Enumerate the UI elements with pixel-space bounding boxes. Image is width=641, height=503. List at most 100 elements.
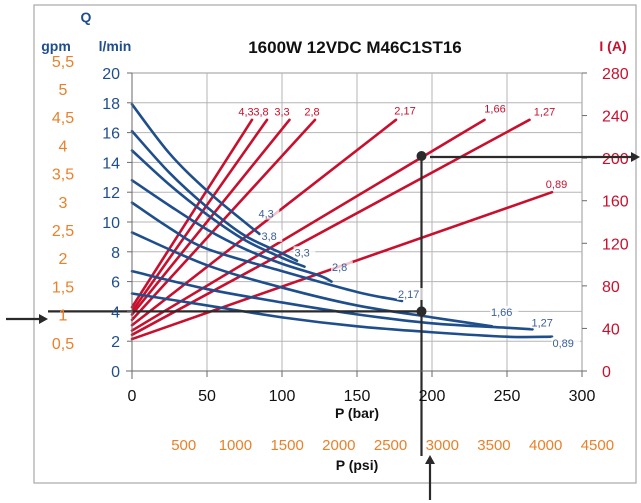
bar-axis-label: P (bar)	[335, 405, 379, 421]
flow-series-label: 3,3	[295, 247, 310, 259]
current-series-label: 1,66	[484, 103, 505, 115]
flow-label-bg	[293, 246, 316, 259]
gpm-tick-label: 5	[59, 82, 68, 99]
psi-tick-label: 2500	[374, 437, 407, 454]
lmin-tick-label: 2	[111, 334, 120, 351]
q-header: Q	[81, 9, 92, 25]
flow-curve	[130, 129, 299, 263]
flow-curve	[130, 231, 494, 328]
gpm-tick-label: 3	[59, 195, 68, 212]
flow-curve	[130, 178, 333, 283]
flow-series-label: 3,8	[262, 231, 277, 243]
current-series-label: 3,3	[274, 107, 289, 119]
gpm-tick-label: 2,5	[52, 223, 74, 240]
lmin-tick-label: 18	[102, 96, 120, 113]
current-series-label: 3,8	[253, 107, 268, 119]
psi-tick-label: 4000	[529, 437, 562, 454]
psi-tick-label: 2000	[322, 437, 355, 454]
flow-operating-point	[416, 306, 427, 317]
bar-tick-label: 250	[494, 388, 521, 405]
flow-label-bg	[490, 305, 519, 318]
flow-series-label: 1,66	[491, 307, 512, 319]
flow-label-bg	[397, 287, 426, 300]
series-labels: 4,33,83,32,82,171,661,270,894,3 3,8 3,3 2,8…	[59, 103, 580, 350]
flow-label-bg	[530, 316, 559, 329]
current-operating-point	[416, 151, 427, 162]
current-series-label: 2,17	[394, 106, 415, 118]
flow-label-bg	[331, 261, 353, 274]
flow-curve	[130, 102, 261, 236]
gpm-tick-label: 0,5	[52, 336, 74, 353]
lmin-tick-label: 16	[102, 126, 120, 143]
current-series-label: 4,3	[238, 107, 253, 119]
current-tick-label: 280	[602, 66, 629, 83]
bar-tick-label: 150	[344, 388, 371, 405]
lmin-tick-label: 20	[102, 66, 120, 83]
current-axis-label: I (A)	[599, 38, 626, 54]
flow-series-label: 2,17	[398, 289, 419, 301]
psi-tick-label: 4500	[581, 437, 614, 454]
current-series-label: 0,89	[546, 179, 567, 191]
lmin-tick-label: 6	[111, 275, 120, 292]
flow-curve	[130, 292, 554, 339]
flow-input-arrow	[6, 314, 48, 324]
flow-series-label: 0,89	[553, 338, 574, 350]
gpm-tick-label: 4,5	[52, 110, 74, 127]
gpm-tick-label: 1	[59, 308, 68, 325]
bar-tick-label: 300	[569, 388, 596, 405]
lmin-tick-label: 4	[111, 304, 120, 321]
current-series-label: 1,27	[534, 107, 555, 119]
gpm-tick-label: 5,5	[52, 54, 74, 71]
flow-series-group	[130, 102, 554, 339]
lmin-tick-label: 12	[102, 185, 120, 202]
current-series-label: 2,8	[304, 107, 319, 119]
bar-tick-label: 0	[128, 388, 137, 405]
current-tick-label: 160	[602, 194, 629, 211]
lmin-tick-label: 14	[102, 155, 120, 172]
psi-tick-label: 3500	[477, 437, 510, 454]
bar-tick-label: 200	[419, 388, 446, 405]
lmin-axis-label: l/min	[99, 38, 132, 54]
current-tick-label: 80	[602, 279, 620, 296]
bar-tick-label: 100	[269, 388, 296, 405]
psi-tick-label: 1000	[219, 437, 252, 454]
lmin-tick-label: 8	[111, 245, 120, 262]
flow-label-bg	[257, 207, 280, 220]
gpm-tick-label: 4	[59, 138, 68, 155]
flow-curve	[130, 149, 306, 268]
lmin-tick-label: 0	[111, 364, 120, 381]
chart-title: 1600W 12VDC M46C1ST16	[248, 38, 462, 57]
current-line	[130, 118, 269, 313]
flow-series-label: 4,3	[259, 209, 274, 221]
gpm-tick-label: 3,5	[52, 167, 74, 184]
chart-frame	[33, 4, 637, 484]
current-tick-label: 240	[602, 109, 629, 126]
current-line	[130, 118, 531, 337]
flow-series-label: 2,8	[332, 262, 347, 274]
flow-value-label: 1	[59, 308, 68, 325]
psi-tick-label: 1500	[270, 437, 303, 454]
current-tick-label: 0	[602, 364, 611, 381]
flow-series-label: 1,27	[532, 317, 553, 329]
flow-label-bg	[260, 229, 283, 242]
current-tick-label: 120	[602, 236, 629, 253]
current-output-arrow	[430, 152, 640, 162]
flow-curve	[130, 201, 404, 303]
flow-curve	[130, 269, 534, 331]
psi-axis-label: P (psi)	[336, 457, 379, 473]
lmin-tick-label: 10	[102, 215, 120, 232]
flow-label-bg	[551, 337, 580, 350]
psi-tick-label: 3000	[426, 437, 459, 454]
axis-ticks: 0 2 4 6 8 10 12 14 16 18 20 0,5 1 1,5 2 2,5 3 3,5 4 4,5 5 5,5…	[52, 54, 629, 454]
gpm-tick-label: 1,5	[52, 279, 74, 296]
reading-guides	[48, 151, 427, 456]
gpm-tick-label: 2	[59, 251, 68, 268]
current-tick-label: 40	[602, 321, 620, 338]
psi-tick-label: 500	[171, 437, 196, 454]
psi-input-arrow	[425, 455, 435, 500]
current-tick-label: 200	[602, 151, 629, 168]
current-line	[130, 118, 398, 327]
bar-tick-label: 50	[198, 388, 216, 405]
gpm-axis-label: gpm	[41, 38, 71, 54]
